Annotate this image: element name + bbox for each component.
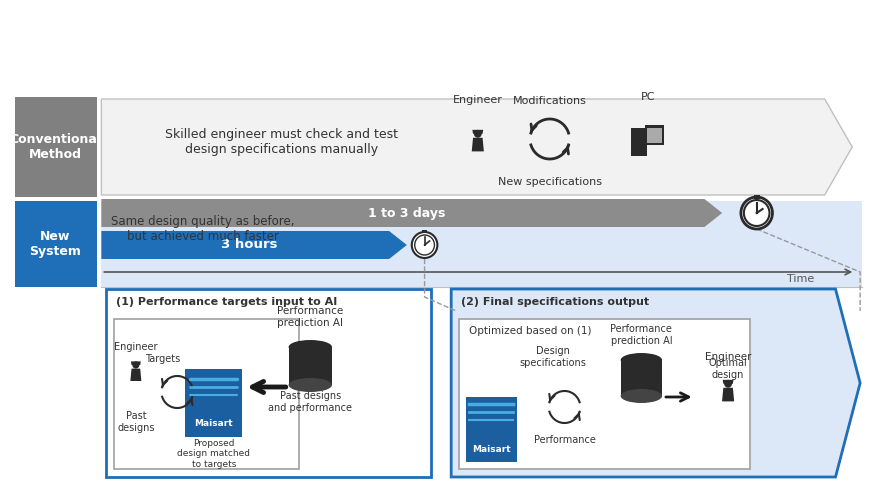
Text: Design
specifications: Design specifications xyxy=(519,346,586,368)
Text: 3 hours: 3 hours xyxy=(221,239,277,251)
Ellipse shape xyxy=(289,340,332,354)
Polygon shape xyxy=(102,99,852,195)
Text: Time: Time xyxy=(786,274,813,284)
Text: Past designs
and performance: Past designs and performance xyxy=(268,391,352,413)
Text: Conventional
Method: Conventional Method xyxy=(9,133,101,161)
Circle shape xyxy=(740,197,772,229)
Polygon shape xyxy=(102,199,721,227)
Text: New
System: New System xyxy=(29,230,81,258)
Bar xyxy=(630,128,646,156)
Circle shape xyxy=(743,200,768,226)
Bar xyxy=(646,128,661,143)
Polygon shape xyxy=(471,138,483,151)
Text: Engineer: Engineer xyxy=(704,352,751,362)
Text: Engineer: Engineer xyxy=(114,342,157,352)
Text: Maisart: Maisart xyxy=(472,445,510,453)
Text: Performance
prediction AI: Performance prediction AI xyxy=(610,324,672,346)
Text: Same design quality as before,
but achieved much faster: Same design quality as before, but achie… xyxy=(111,215,295,243)
Ellipse shape xyxy=(620,389,661,403)
Text: PC: PC xyxy=(640,92,654,102)
Circle shape xyxy=(132,361,139,369)
Polygon shape xyxy=(130,361,141,365)
Text: Engineer: Engineer xyxy=(453,95,502,105)
Bar xyxy=(644,125,663,145)
Circle shape xyxy=(474,130,481,138)
Polygon shape xyxy=(102,231,407,259)
Text: Proposed
design matched
to targets: Proposed design matched to targets xyxy=(177,439,250,469)
Ellipse shape xyxy=(620,353,661,367)
Bar xyxy=(753,195,759,199)
Text: Past
designs: Past designs xyxy=(117,411,155,433)
Text: Modifications: Modifications xyxy=(512,96,586,106)
Ellipse shape xyxy=(289,378,332,392)
Bar xyxy=(106,289,431,477)
Circle shape xyxy=(411,232,437,258)
Bar xyxy=(102,201,861,287)
Text: Optimized based on (1): Optimized based on (1) xyxy=(468,326,591,336)
Text: Performance
prediction AI: Performance prediction AI xyxy=(277,306,343,328)
Text: 1 to 3 days: 1 to 3 days xyxy=(368,206,445,220)
Text: Optimal
design: Optimal design xyxy=(708,358,746,380)
Text: Performance: Performance xyxy=(533,435,594,445)
Polygon shape xyxy=(472,130,482,134)
Bar xyxy=(15,201,97,287)
Bar xyxy=(620,360,661,396)
Bar xyxy=(185,369,242,437)
Bar xyxy=(421,230,426,233)
Bar xyxy=(289,347,332,385)
Text: (2) Final specifications output: (2) Final specifications output xyxy=(461,297,648,307)
Circle shape xyxy=(723,380,731,388)
Bar xyxy=(459,319,749,469)
Polygon shape xyxy=(130,369,141,381)
Circle shape xyxy=(415,235,434,255)
Text: New specifications: New specifications xyxy=(497,177,601,187)
Text: Targets: Targets xyxy=(144,354,180,364)
Bar xyxy=(15,97,97,197)
Text: Skilled engineer must check and test
design specifications manually: Skilled engineer must check and test des… xyxy=(165,128,398,156)
Polygon shape xyxy=(451,289,859,477)
Text: Maisart: Maisart xyxy=(194,419,233,429)
Bar xyxy=(466,397,517,462)
Polygon shape xyxy=(722,380,733,384)
Text: (1) Performance targets input to AI: (1) Performance targets input to AI xyxy=(116,297,337,307)
Bar xyxy=(114,319,299,469)
Polygon shape xyxy=(721,388,733,401)
